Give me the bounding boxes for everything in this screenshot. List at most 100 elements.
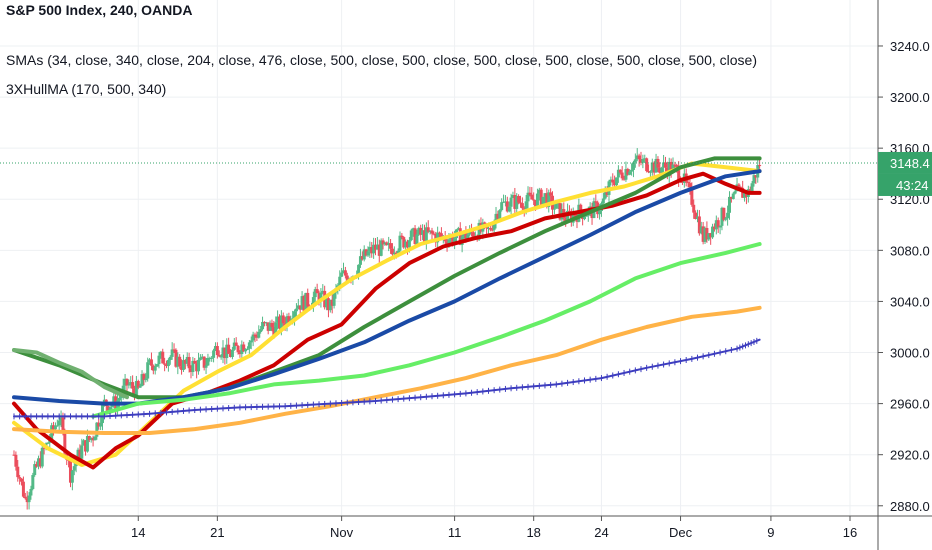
candle-body <box>357 264 361 276</box>
candle-body <box>259 329 263 332</box>
candle-body <box>35 464 39 467</box>
candle-body <box>381 240 385 245</box>
candle-body <box>406 241 410 248</box>
sma-legend: SMAs (34, close, 340, close, 204, close,… <box>6 52 757 68</box>
candle-body <box>29 488 33 496</box>
candle-body <box>375 244 379 250</box>
candle-body <box>663 162 667 168</box>
candle-body <box>630 169 634 172</box>
candle-body <box>554 203 558 209</box>
candle-body <box>758 165 762 167</box>
candle-body <box>123 378 127 386</box>
candle-body <box>588 206 592 209</box>
moving-average-series <box>12 156 762 470</box>
candle-body <box>266 322 270 331</box>
candle-body <box>208 357 212 359</box>
candle-body <box>110 404 114 408</box>
candle-body <box>534 199 538 207</box>
candle-body <box>219 356 223 358</box>
candle-body <box>643 158 647 160</box>
x-tick-label: 18 <box>526 525 540 540</box>
candle-body <box>569 213 573 223</box>
y-tick-label: 3080.0 <box>890 243 930 258</box>
candle-body <box>445 241 449 245</box>
candle-body <box>543 193 547 197</box>
candle-body <box>279 315 283 329</box>
candle-body <box>415 234 419 245</box>
candle-body <box>321 290 325 293</box>
candle-body <box>42 447 46 449</box>
candle-body <box>385 242 389 245</box>
candle-body <box>97 422 101 427</box>
candle-body <box>262 321 266 323</box>
candle-body <box>547 192 551 207</box>
candle-body <box>743 191 747 198</box>
candle-body <box>326 298 330 311</box>
candle-body <box>486 227 490 229</box>
candle-body <box>112 396 116 405</box>
hull-legend: 3XHullMA (170, 500, 340) <box>6 81 167 97</box>
candle-body <box>453 238 457 244</box>
candle-body <box>33 464 37 476</box>
candle-body <box>277 316 281 329</box>
candle-body <box>131 382 135 389</box>
candle-body <box>180 366 184 370</box>
candle-body <box>198 357 202 360</box>
candle-body <box>142 374 146 381</box>
candle-body <box>390 248 394 255</box>
ma-line-sma-light-green <box>91 242 762 419</box>
x-tick-label: 24 <box>594 525 608 540</box>
candle-body <box>594 201 598 203</box>
candle-body <box>407 240 411 248</box>
candle-body <box>138 386 142 388</box>
candle-body <box>183 360 187 364</box>
x-tick-label: 21 <box>210 525 224 540</box>
candle-body <box>238 352 242 355</box>
candle-body <box>144 378 148 381</box>
candle-body <box>694 212 698 219</box>
candle-body <box>500 202 504 211</box>
candle-body <box>404 241 408 248</box>
candle-body <box>185 357 189 364</box>
candle-body <box>722 207 726 220</box>
candle-body <box>686 182 690 184</box>
candle-body <box>652 162 656 173</box>
candle-body <box>161 351 165 364</box>
candle-body <box>223 347 227 359</box>
candle-body <box>340 272 344 277</box>
candle-body <box>584 215 588 217</box>
candle-body <box>707 233 711 240</box>
candle-body <box>38 458 42 467</box>
candle-body <box>366 251 370 256</box>
candle-body <box>213 346 217 351</box>
candle-body <box>628 171 632 175</box>
candle-body <box>458 228 462 245</box>
candle-body <box>417 227 421 235</box>
candle-body <box>456 228 460 230</box>
candle-body <box>492 221 496 230</box>
price-tag-label: 3148.4 <box>890 156 930 171</box>
y-tick-label: 3240.0 <box>890 39 930 54</box>
candle-body <box>579 204 583 213</box>
candle-body <box>549 192 553 196</box>
candle-body <box>639 159 643 163</box>
candle-body <box>31 475 35 489</box>
x-tick-label: 16 <box>843 525 857 540</box>
candle-body <box>520 203 524 209</box>
candle-body <box>12 454 16 456</box>
candle-body <box>95 422 99 437</box>
candle-body <box>620 172 624 179</box>
candle-body <box>296 305 300 309</box>
candle-body <box>428 230 432 232</box>
candle-body <box>149 359 153 366</box>
candle-body <box>451 235 455 244</box>
candle-body <box>690 187 694 205</box>
candle-body <box>294 308 298 312</box>
candle-body <box>18 477 22 479</box>
x-tick-label: Dec <box>669 525 693 540</box>
y-tick-label: 3120.0 <box>890 192 930 207</box>
candle-body <box>383 242 387 245</box>
candle-body <box>712 226 716 230</box>
candle-body <box>658 167 662 173</box>
